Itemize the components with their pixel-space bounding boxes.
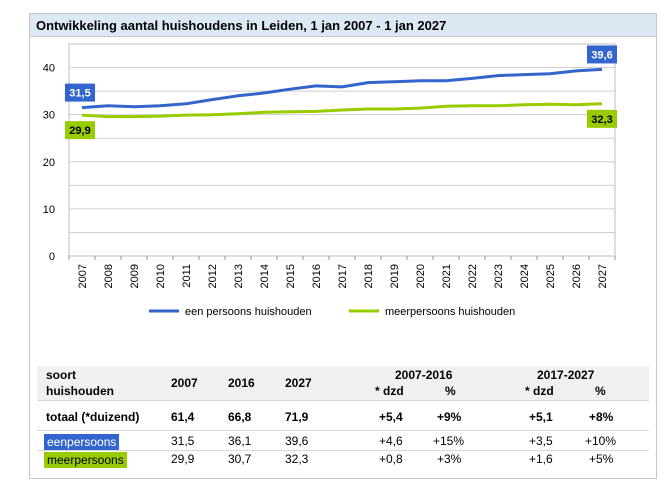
callout-label: 29,9 (69, 125, 90, 137)
row-eenpersoons-pct-1: +15% (433, 434, 465, 448)
row-meerpersoons-delta-1: +0,8 (379, 452, 403, 466)
callout-box (65, 83, 95, 102)
chart-title: Ontwikkeling aantal huishoudens in Leide… (36, 18, 447, 33)
row-total-label: totaal (*duizend) (46, 410, 140, 424)
x-tick-label: 2009 (129, 264, 141, 288)
row-meerpersoons-2027: 32,3 (285, 452, 309, 466)
title-bar: Ontwikkeling aantal huishoudens in Leide… (29, 13, 657, 37)
header-dzd-2: * dzd (525, 384, 554, 398)
row-total-pct-1: +9% (437, 410, 462, 424)
plot-area (68, 43, 616, 257)
header-period-1: 2007-2016 (395, 368, 453, 382)
row-meerpersoons-pct-1: +3% (437, 452, 462, 466)
table-divider (37, 430, 649, 431)
x-tick-label: 2023 (493, 264, 505, 288)
row-eenpersoons-delta-2: +3,5 (529, 434, 553, 448)
row-meerpersoons-pct-2: +5% (589, 452, 614, 466)
callout-label: 32,3 (591, 114, 612, 126)
header-2027: 2027 (285, 376, 312, 390)
series-line-meerpersoons (81, 102, 603, 119)
row-eenpersoons-2016: 36,1 (228, 434, 252, 448)
header-dzd-1: * dzd (375, 384, 404, 398)
x-tick-label: 2007 (77, 264, 89, 288)
table-divider (37, 450, 649, 451)
callout-box (65, 121, 95, 140)
row-total-pct-2: +8% (589, 410, 614, 424)
legend-label: een persoons huishouden (185, 306, 312, 318)
row-eenpersoons-pct-2: +10% (585, 434, 617, 448)
row-total-2027: 71,9 (285, 410, 309, 424)
callout-label: 39,6 (591, 49, 612, 61)
row-total-delta-1: +5,4 (379, 410, 403, 424)
table-header-bg (37, 366, 649, 400)
y-tick-label: 0 (49, 251, 55, 263)
row-total-2007: 61,4 (171, 410, 195, 424)
x-tick-label: 2013 (233, 264, 245, 288)
header-2007: 2007 (171, 376, 198, 390)
callout-box (587, 45, 617, 64)
series-line-eenpersoons (81, 67, 603, 110)
x-tick-label: 2008 (103, 264, 115, 288)
x-tick-label: 2016 (311, 264, 323, 288)
row-eenpersoons-2027: 39,6 (285, 434, 309, 448)
y-tick-label: 10 (43, 204, 55, 216)
header-soort: soort (46, 368, 76, 382)
row-eenpersoons-label: eenpersoons (44, 434, 120, 450)
row-eenpersoons-2007: 31,5 (171, 434, 195, 448)
header-2016: 2016 (228, 376, 255, 390)
header-huishouden: huishouden (46, 384, 114, 398)
x-tick-label: 2024 (519, 264, 531, 288)
x-tick-label: 2019 (389, 264, 401, 288)
x-tick-label: 2017 (337, 264, 349, 288)
line-chart: 0 10 20 30 40 2007 2008 2009 2010 2011 2012 2013 20… (43, 43, 617, 318)
row-meerpersoons-label: meerpersoons (44, 452, 127, 468)
row-meerpersoons-2007: 29,9 (171, 452, 195, 466)
x-tick-label: 2022 (467, 264, 479, 288)
x-tick-label: 2021 (441, 264, 453, 288)
x-tick-label: 2010 (155, 264, 167, 288)
row-eenpersoons-delta-1: +4,6 (379, 434, 403, 448)
legend-label: meerpersoons huishouden (385, 306, 515, 318)
row-meerpersoons-delta-2: +1,6 (529, 452, 553, 466)
y-tick-label: 40 (43, 63, 55, 75)
row-total-delta-2: +5,1 (529, 410, 553, 424)
callout-label: 31,5 (69, 88, 90, 100)
x-tick-label: 2026 (571, 264, 583, 288)
x-tick-label: 2025 (545, 264, 557, 288)
x-tick-label: 2020 (415, 264, 427, 288)
table-divider (37, 400, 649, 401)
x-tick-label: 2018 (363, 264, 375, 288)
row-meerpersoons-2016: 30,7 (228, 452, 252, 466)
header-period-2: 2017-2027 (537, 368, 595, 382)
y-tick-label: 30 (43, 110, 55, 122)
x-tick-label: 2014 (259, 264, 271, 288)
x-tick-label: 2012 (207, 264, 219, 288)
header-pct-1: % (445, 384, 456, 398)
x-tick-label: 2011 (181, 264, 193, 288)
x-tick-label: 2027 (597, 264, 609, 288)
callout-box (587, 109, 617, 128)
x-tick-label: 2015 (285, 264, 297, 288)
y-tick-label: 20 (43, 157, 55, 169)
summary-table: soort huishouden 2007 2016 2027 2007-201… (37, 366, 649, 470)
header-pct-2: % (595, 384, 606, 398)
row-total-2016: 66,8 (228, 410, 252, 424)
